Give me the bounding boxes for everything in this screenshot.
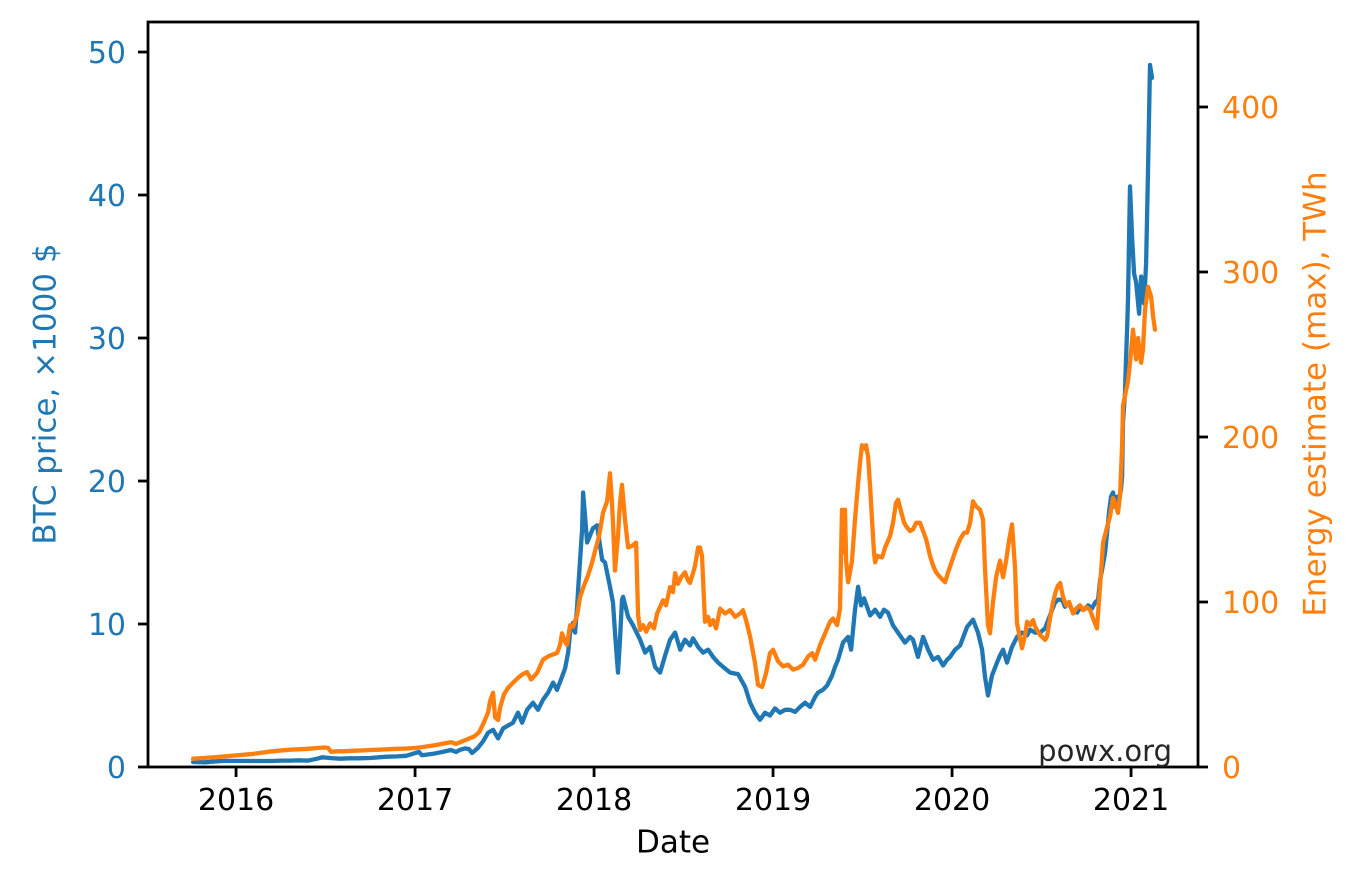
x-tick-label-2017: 2017 [377, 783, 453, 818]
plot-spines [146, 20, 1200, 769]
y-left-tick-label-0: 0 [107, 751, 126, 786]
y-left-tick-label-10: 10 [88, 608, 126, 643]
y-right-tick-label-400: 400 [1222, 91, 1279, 126]
x-tick-label-2021: 2021 [1093, 783, 1169, 818]
y-left-tick-label-40: 40 [88, 179, 126, 214]
y-right-tick-label-100: 100 [1222, 586, 1279, 621]
y-left-tick-label-20: 20 [88, 465, 126, 500]
btc-price-line-series [190, 62, 1155, 765]
x-tick-label-2018: 2018 [556, 783, 632, 818]
y-axis-label-left: BTC price, ×1000 $ [27, 243, 64, 545]
x-tick-label-2020: 2020 [914, 783, 990, 818]
y-right-tick-label-0: 0 [1222, 751, 1241, 786]
x-tick-label-2019: 2019 [735, 783, 811, 818]
watermark-text: powx.org [1038, 734, 1172, 768]
y-left-tick-label-50: 50 [88, 36, 126, 71]
energy-line-series [190, 284, 1158, 761]
y-right-tick-label-300: 300 [1222, 256, 1279, 291]
y-axis-label-right: Energy estimate (max), TWh [1297, 171, 1334, 617]
x-axis-label: Date [635, 824, 711, 861]
y-right-tick-label-200: 200 [1222, 421, 1279, 456]
x-tick-label-2016: 2016 [198, 783, 274, 818]
y-left-tick-label-30: 30 [88, 322, 126, 357]
